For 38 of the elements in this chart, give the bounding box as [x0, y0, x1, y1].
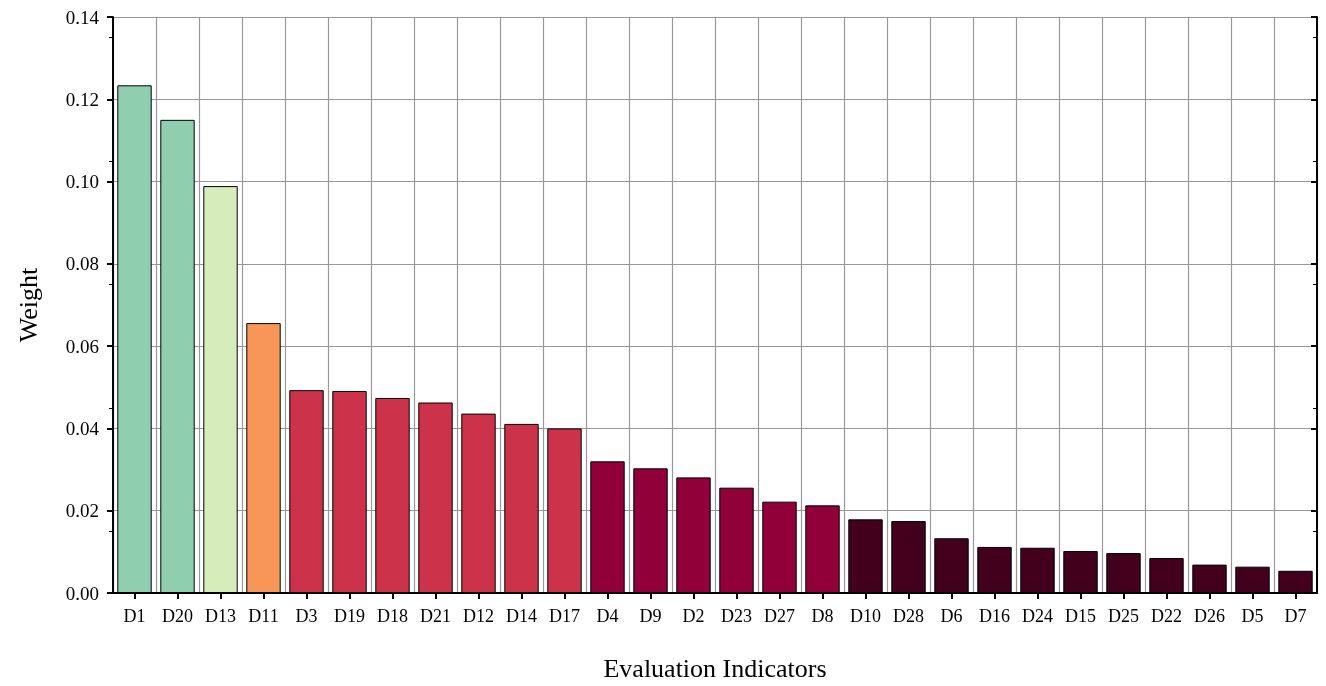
x-tick-label: D22: [1151, 606, 1182, 626]
y-tick-label: 0.14: [65, 6, 100, 28]
x-tick-label: D4: [596, 606, 619, 626]
y-tick-label: 0.12: [65, 88, 99, 110]
x-tick-label: D16: [979, 606, 1010, 626]
x-tick-label: D2: [682, 606, 705, 626]
x-tick-label: D8: [811, 606, 834, 626]
x-tick-label: D19: [334, 606, 365, 626]
x-tick-label: D1: [123, 606, 146, 626]
y-tick-label: 0.10: [65, 171, 99, 193]
y-tick-label: 0.04: [65, 417, 100, 439]
x-tick-label: D12: [463, 606, 494, 626]
x-tick-label: D5: [1241, 606, 1264, 626]
x-tick-label: D27: [764, 606, 795, 626]
x-tick-label: D14: [506, 606, 537, 626]
x-tick-label: D23: [721, 606, 752, 626]
x-tick-label: D11: [248, 606, 279, 626]
x-tick-label: D6: [940, 606, 963, 626]
y-axis-title: Weight: [13, 267, 43, 343]
x-tick-label: D20: [162, 606, 193, 626]
x-tick-label: D9: [639, 606, 662, 626]
y-tick-label: 0.02: [65, 500, 99, 522]
x-axis-title: Evaluation Indicators: [603, 653, 827, 683]
x-tick-label: D26: [1194, 606, 1225, 626]
x-tick-label: D7: [1284, 606, 1307, 626]
y-tick-label: 0.06: [65, 335, 99, 357]
x-tick-label: D13: [205, 606, 236, 626]
x-tick-label: D25: [1108, 606, 1139, 626]
x-tick-label: D17: [549, 606, 580, 626]
x-tick-label: D24: [1022, 606, 1053, 626]
x-tick-label: D15: [1065, 606, 1096, 626]
y-tick-label: 0.00: [65, 582, 99, 604]
x-tick-label: D18: [377, 606, 408, 626]
x-tick-label: D3: [295, 606, 318, 626]
x-tick-label: D10: [850, 606, 881, 626]
y-tick-label: 0.08: [65, 253, 99, 275]
x-tick-label: D28: [893, 606, 924, 626]
x-tick-label: D21: [420, 606, 451, 626]
